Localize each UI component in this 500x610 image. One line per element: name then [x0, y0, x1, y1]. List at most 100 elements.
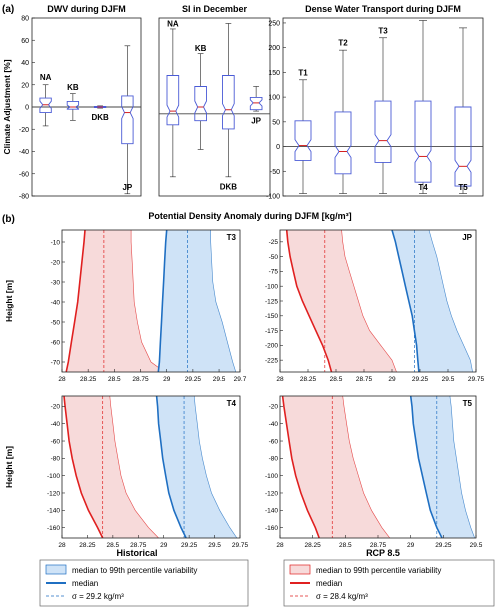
x-tick-label: 29.25 — [181, 542, 198, 549]
x-tick-label: 28.5 — [107, 542, 120, 549]
y-tick-label: -80 — [19, 194, 29, 201]
box-label: DKB — [91, 113, 109, 122]
plot-area — [63, 396, 238, 538]
panel-label-b: (b) — [2, 214, 15, 225]
y-tick-label: 50 — [272, 119, 280, 126]
hist-median-line — [391, 230, 420, 372]
y-tick-label: 0 — [276, 144, 280, 151]
x-tick-label: 28.5 — [339, 542, 352, 549]
y-tick-label: -50 — [51, 319, 61, 326]
y-tick-label: 40 — [21, 60, 29, 67]
box-t4: T4 — [414, 20, 432, 194]
y-tick-label: 150 — [268, 70, 280, 77]
x-tick-label: 29.5 — [470, 542, 483, 549]
box-label: NA — [40, 73, 52, 82]
box-body — [166, 75, 180, 126]
legend-historical-band-swatch — [45, 564, 67, 575]
box-label: T4 — [418, 183, 428, 192]
y-tick-label: -20 — [51, 404, 61, 411]
y-tick-label: -125 — [265, 298, 278, 305]
hist-band — [410, 396, 475, 538]
box-body — [222, 75, 235, 130]
y-axis-label: Climate Adjustment [%] — [2, 59, 12, 154]
box-body — [39, 97, 52, 114]
box-body — [194, 86, 207, 122]
chart-title: DWV during DJFM — [47, 4, 126, 14]
x-tick-label: 29.5 — [442, 376, 455, 383]
y-tick-label: -70 — [51, 359, 61, 366]
y-tick-label: -100 — [47, 473, 60, 480]
y-tick-label: -140 — [265, 508, 278, 515]
corner-label: T3 — [227, 233, 237, 242]
x-tick-label: 28.25 — [79, 542, 96, 549]
y-tick-label: -20 — [51, 259, 61, 266]
rcp-median-line — [281, 396, 320, 538]
legend-historical-title: Historical — [116, 548, 157, 558]
y-tick-label: -100 — [266, 194, 280, 201]
box-label: T3 — [378, 26, 388, 35]
box-label: T2 — [338, 39, 348, 48]
plot-area — [281, 396, 475, 538]
y-tick-label: -10 — [51, 239, 61, 246]
y-tick-label: 100 — [268, 95, 280, 102]
x-tick-label: 29.5 — [208, 542, 221, 549]
box-kb: KB — [66, 83, 80, 121]
box-label: DKB — [220, 182, 238, 191]
x-tick-label: 28.5 — [330, 376, 343, 383]
box-t1: T1 — [294, 68, 312, 194]
box-kb: KB — [194, 44, 207, 150]
legend-historical-median-label: median — [72, 579, 98, 588]
y-tick-label: -120 — [265, 490, 278, 497]
y-tick-label: -60 — [51, 339, 61, 346]
y-tick-label: -75 — [269, 269, 279, 276]
box-body — [454, 106, 472, 187]
plot-area — [65, 230, 237, 372]
box-na: NA — [166, 19, 180, 178]
plot-frame — [61, 395, 241, 539]
legend-rcp-band-label: median to 99th percentile variability — [316, 566, 441, 575]
hist-median-line — [157, 230, 168, 372]
legend-rcp-title: RCP 8.5 — [366, 548, 400, 558]
hist-median-line — [155, 396, 187, 538]
chart-t5: 28 28.25 28.5 28.75 29 29.25 29.5 -20 -40 -60 -80 -… — [265, 395, 483, 549]
box-jp: JP — [121, 45, 134, 195]
box-body — [121, 95, 134, 145]
y-tick-label: 80 — [21, 16, 29, 23]
x-tick-label: 29.25 — [185, 376, 202, 383]
legend-rcp-sigma-label: σ = 28.4 kg/m³ — [316, 592, 368, 601]
y-tick-label: -175 — [265, 328, 278, 335]
panel-b-title: Potential Density Anomaly during DJFM [k… — [148, 211, 351, 221]
rcp-upper-line — [342, 396, 391, 538]
y-tick-label: -160 — [265, 525, 278, 532]
chart-title: Dense Water Transport during DJFM — [305, 4, 461, 14]
rcp-upper-line — [109, 396, 159, 538]
box-t2: T2 — [334, 39, 352, 194]
box-label: JP — [251, 117, 261, 126]
legend-rcp-median-label: median — [316, 579, 342, 588]
chart-dwt: Dense Water Transport during DJFM -100 -50… — [266, 4, 484, 201]
y-tick-label: -80 — [51, 456, 61, 463]
box-jp: JP — [249, 86, 263, 126]
x-tick-label: 28 — [276, 376, 284, 383]
y-tick-label: 250 — [268, 20, 280, 27]
corner-label: T4 — [227, 399, 237, 408]
x-tick-label: 28.25 — [300, 376, 317, 383]
rcp-band — [66, 230, 165, 372]
legend-historical-band-label: median to 99th percentile variability — [72, 566, 197, 575]
plot-frame — [158, 17, 271, 197]
charts: DWV during DJFM Climate Adjustment [%] -80… — [2, 4, 485, 549]
y-tick-label: -60 — [19, 171, 29, 178]
box-body — [374, 100, 392, 163]
rcp-median-line — [63, 396, 104, 538]
x-tick-label: 28.25 — [305, 542, 322, 549]
box-body — [294, 120, 312, 161]
y-tick-label: -40 — [51, 421, 61, 428]
x-tick-label: 28.75 — [356, 376, 373, 383]
box-label: JP — [122, 183, 132, 192]
plot-frame — [61, 229, 241, 373]
y-tick-label: -100 — [265, 473, 278, 480]
box-dkb: DKB — [91, 105, 109, 122]
box-label: KB — [67, 83, 79, 92]
y-tick-label: -40 — [51, 299, 61, 306]
